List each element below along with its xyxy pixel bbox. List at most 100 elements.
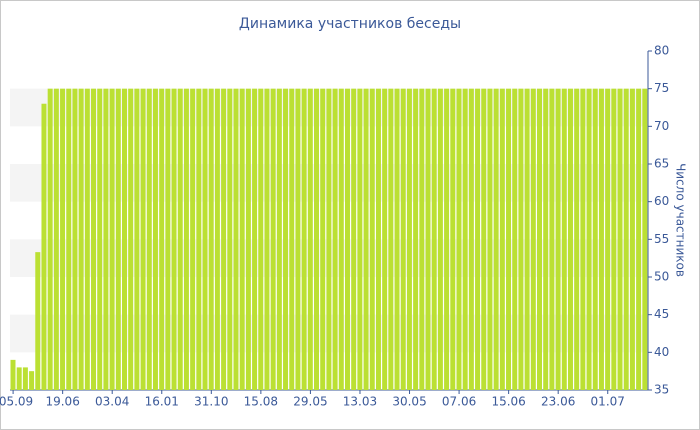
bar (78, 88, 84, 391)
bar (456, 88, 462, 391)
bar (400, 88, 406, 391)
bar (561, 88, 567, 391)
bar (636, 88, 642, 391)
bar (183, 88, 189, 391)
bar (555, 88, 561, 391)
bar (121, 88, 127, 391)
y-tick-label: 50 (654, 270, 669, 284)
bar (629, 88, 635, 391)
bar (623, 88, 629, 391)
bar (605, 88, 611, 391)
bar (586, 88, 592, 391)
bar (611, 88, 617, 391)
bar (394, 88, 400, 391)
y-tick-label: 75 (654, 81, 669, 95)
bar (320, 88, 326, 391)
bar (258, 88, 264, 391)
x-tick-label: 01.07 (591, 395, 625, 409)
x-tick-label: 05.09 (0, 395, 33, 409)
bar (97, 88, 103, 391)
y-tick-label: 60 (654, 194, 669, 208)
bar (289, 88, 295, 391)
bar (351, 88, 357, 391)
bar (537, 88, 542, 391)
bar (177, 88, 183, 391)
chart-title: Динамика участников беседы (239, 16, 461, 32)
bar (227, 88, 233, 391)
x-tick-label: 03.04 (95, 395, 129, 409)
bar (406, 88, 412, 391)
bar (146, 88, 152, 391)
bar (283, 88, 289, 391)
bar (307, 88, 313, 391)
bar (543, 88, 549, 391)
bar (580, 88, 586, 391)
bar (252, 88, 258, 391)
bar (16, 367, 22, 390)
bar (159, 88, 165, 391)
bar (134, 88, 140, 391)
bar (66, 88, 72, 391)
x-tick-label: 30.05 (392, 395, 426, 409)
bar (103, 88, 109, 391)
bar (326, 88, 332, 391)
bar (642, 88, 648, 391)
x-tick-label: 23.06 (541, 395, 575, 409)
bar (450, 88, 456, 391)
bar (512, 88, 518, 391)
bar (128, 88, 134, 391)
bar (221, 88, 227, 391)
bar (462, 88, 468, 391)
y-tick-label: 45 (654, 307, 669, 321)
bar (196, 88, 202, 391)
bar (214, 88, 220, 391)
bar (431, 88, 437, 391)
x-tick-label: 15.06 (491, 395, 525, 409)
bar (413, 88, 419, 391)
bar (419, 88, 425, 391)
bar (475, 88, 481, 391)
bar (592, 88, 598, 391)
bar (437, 88, 443, 391)
bar (140, 88, 146, 391)
bar (22, 367, 28, 390)
bar (530, 88, 536, 391)
bar (344, 88, 350, 391)
x-tick-label: 29.05 (293, 395, 327, 409)
bar (549, 88, 555, 391)
bar (369, 88, 375, 391)
bar (276, 88, 282, 391)
bar (574, 88, 580, 391)
bar (481, 88, 487, 391)
bar (499, 88, 505, 391)
bar (444, 88, 450, 391)
y-axis-title: Число участников (674, 163, 688, 277)
y-tick-label: 35 (654, 383, 669, 397)
bar (357, 88, 363, 391)
bar (165, 88, 171, 391)
x-tick-label: 31.10 (194, 395, 228, 409)
bar (190, 88, 196, 391)
bar (208, 88, 214, 391)
x-tick-label: 07.06 (442, 395, 476, 409)
bar (202, 88, 208, 391)
bar (382, 88, 388, 391)
bar (35, 252, 41, 390)
bar (264, 88, 270, 391)
x-tick-label: 13.03 (343, 395, 377, 409)
bar (617, 88, 623, 391)
bar (53, 88, 59, 391)
bar (29, 371, 35, 390)
bar (233, 88, 239, 391)
bar (506, 88, 512, 391)
bar (84, 88, 90, 391)
bar (152, 88, 158, 391)
bar (468, 88, 474, 391)
bar (10, 359, 16, 390)
bar (375, 88, 381, 391)
bar (91, 88, 97, 391)
x-tick-label: 19.06 (45, 395, 79, 409)
y-tick-label: 70 (654, 119, 669, 133)
bar (270, 88, 276, 391)
